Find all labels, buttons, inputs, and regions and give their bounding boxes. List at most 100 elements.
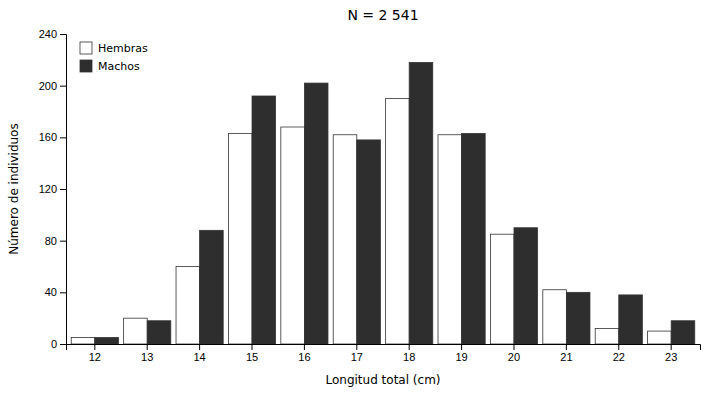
tick-label: 12 (89, 351, 101, 363)
x-axis: 12 13 14 15 16 17 18 19 20 21 22 23 (67, 344, 701, 363)
bar (357, 140, 381, 344)
tick-label: 15 (246, 351, 258, 363)
y-tick: 40 (45, 286, 66, 298)
tick-mark (60, 344, 66, 345)
bar (648, 331, 672, 344)
y-axis: 0 40 80 120 160 200 240 (39, 28, 67, 350)
tick-mark (461, 344, 462, 350)
chart: 0 40 80 120 160 200 240 12 13 14 15 16 17 18 19 20 21 22 2… (0, 0, 720, 396)
x-tick: 14 (193, 344, 205, 363)
tick-label: 20 (508, 351, 520, 363)
tick-mark (671, 344, 672, 350)
bar (333, 135, 357, 344)
bars (71, 62, 695, 344)
tick-mark (94, 344, 95, 350)
bar (147, 321, 171, 344)
y-tick: 160 (39, 131, 66, 143)
bar (71, 338, 95, 344)
bar (543, 290, 567, 344)
tick-mark (513, 344, 514, 350)
tick-mark (409, 344, 410, 350)
x-tick: 13 (141, 344, 153, 363)
tick-label: 160 (39, 131, 57, 143)
x-tick: 19 (455, 344, 467, 363)
x-tick: 20 (508, 344, 520, 363)
tick-mark (566, 344, 567, 350)
bar (438, 135, 462, 344)
bar (490, 234, 514, 344)
axis-line (60, 35, 67, 345)
tick-mark (356, 344, 357, 350)
tick-label: 19 (455, 351, 467, 363)
tick-label: 200 (39, 80, 57, 92)
tick-label: 23 (665, 351, 677, 363)
bar (619, 295, 643, 344)
tick-label: 120 (39, 183, 57, 195)
bar (566, 292, 590, 344)
plot: 0 40 80 120 160 200 240 12 13 14 15 16 17 18 19 20 21 22 2… (39, 28, 701, 363)
tick-label: 13 (141, 351, 153, 363)
bar (462, 133, 486, 344)
bar (252, 96, 276, 344)
x-axis-title: Longitud total (cm) (325, 373, 440, 387)
y-tick: 80 (45, 235, 66, 247)
tick-label: 40 (45, 286, 57, 298)
y-tick: 0 (51, 338, 66, 350)
tick-mark (60, 241, 66, 242)
bar (671, 321, 695, 344)
x-tick: 15 (246, 344, 258, 363)
tick-mark (60, 292, 66, 293)
legend-item: Hembras (80, 42, 148, 55)
bar (386, 99, 410, 344)
bar (595, 329, 619, 345)
bar (200, 230, 224, 344)
tick-label: 16 (298, 351, 310, 363)
x-tick: 22 (613, 344, 625, 363)
y-tick: 120 (39, 183, 66, 195)
tick-label: 22 (613, 351, 625, 363)
bar (409, 62, 433, 344)
y-tick: 240 (39, 28, 66, 40)
x-tick: 16 (298, 344, 310, 363)
tick-mark (60, 137, 66, 138)
bar-series (95, 62, 695, 344)
legend: Hembras Machos (80, 42, 148, 73)
x-tick: 23 (665, 344, 677, 363)
x-tick: 17 (351, 344, 363, 363)
axis-line (67, 345, 701, 351)
x-tick: 18 (403, 344, 415, 363)
bar (514, 228, 538, 344)
tick-mark (304, 344, 305, 350)
legend-swatch (80, 60, 92, 72)
tick-mark (199, 344, 200, 350)
legend-swatch (80, 42, 92, 54)
bar (176, 267, 200, 345)
tick-label: 80 (45, 235, 57, 247)
y-tick: 200 (39, 80, 66, 92)
tick-label: 240 (39, 28, 57, 40)
bar (281, 127, 305, 344)
tick-label: 0 (51, 338, 57, 350)
bar-series (71, 99, 671, 344)
tick-mark (60, 189, 66, 190)
title: N = 2 541 (347, 7, 418, 23)
y-axis-title: Número de individuos (7, 123, 21, 254)
bar (228, 133, 252, 344)
bar (95, 338, 119, 344)
tick-mark (60, 34, 66, 35)
tick-label: 18 (403, 351, 415, 363)
legend-label: Machos (98, 60, 140, 73)
x-tick: 12 (89, 344, 101, 363)
tick-label: 14 (193, 351, 205, 363)
legend-item: Machos (80, 60, 140, 73)
tick-mark (147, 344, 148, 350)
tick-label: 17 (351, 351, 363, 363)
x-tick: 21 (560, 344, 572, 363)
legend-label: Hembras (98, 42, 148, 55)
tick-mark (252, 344, 253, 350)
tick-mark (60, 86, 66, 87)
bar (304, 83, 328, 344)
bar (124, 318, 148, 344)
tick-mark (618, 344, 619, 350)
tick-label: 21 (560, 351, 572, 363)
